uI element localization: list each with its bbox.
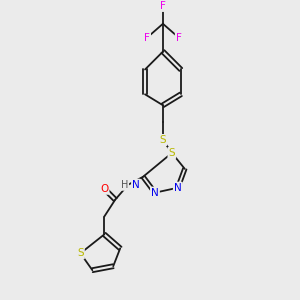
Text: N: N <box>151 188 159 198</box>
Text: N: N <box>132 180 140 190</box>
Text: F: F <box>176 33 182 43</box>
Text: F: F <box>160 1 166 11</box>
Text: S: S <box>77 248 84 258</box>
Text: F: F <box>144 33 150 43</box>
Text: S: S <box>169 148 175 158</box>
Text: O: O <box>100 184 108 194</box>
Text: H: H <box>121 180 128 190</box>
Text: S: S <box>160 135 166 145</box>
Text: N: N <box>174 183 182 193</box>
